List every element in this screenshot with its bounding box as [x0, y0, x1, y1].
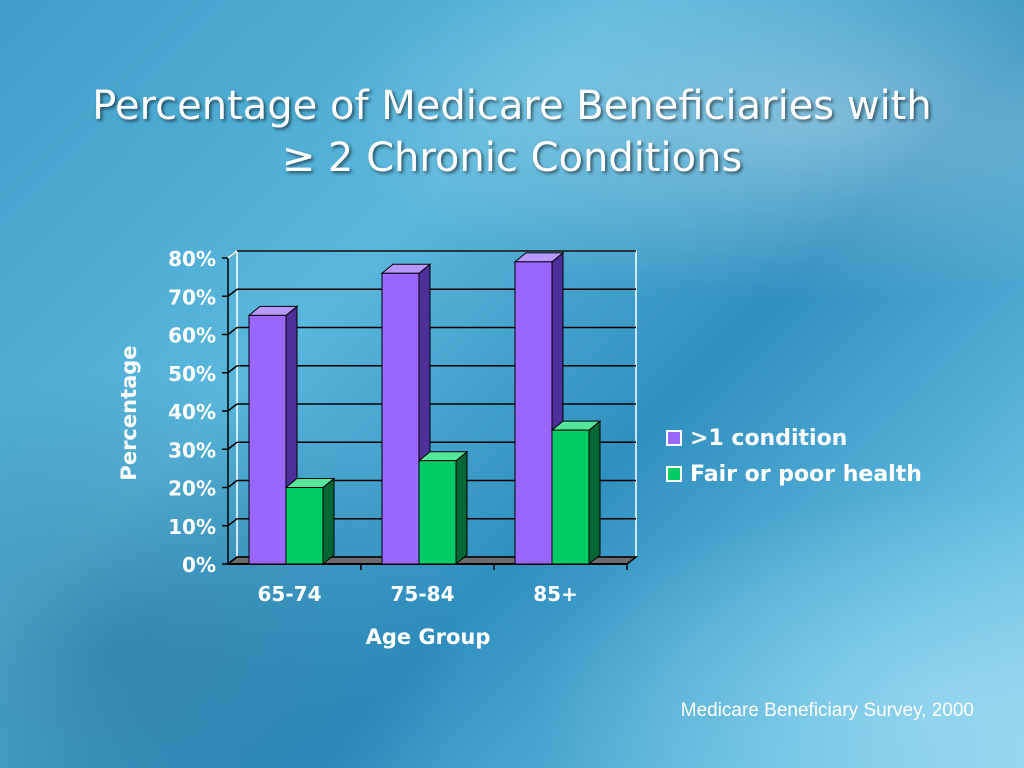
- legend-item-series-2: Fair or poor health: [666, 456, 922, 492]
- y-axis-title: Percentage: [117, 345, 141, 480]
- bar-side-2: [588, 420, 601, 566]
- gridline-side: [227, 479, 238, 489]
- y-tick-label: 50%: [168, 362, 216, 386]
- slide-title: Percentage of Medicare Beneficiaries wit…: [40, 80, 984, 184]
- title-line-2: ≥ 2 Chronic Conditions: [281, 135, 743, 181]
- bar-65-74-series-2: [285, 487, 324, 565]
- gridline-side: [227, 403, 238, 412]
- x-tick-label: 65-74: [258, 582, 322, 606]
- x-tick-label: 75-84: [391, 582, 455, 606]
- legend-label-series-2: Fair or poor health: [690, 461, 922, 487]
- y-tick-label: 40%: [168, 400, 216, 424]
- bar-85+-series-2: [551, 429, 590, 565]
- bar-65-74-series-1: [248, 314, 287, 565]
- y-tick-label: 70%: [168, 285, 216, 309]
- chart-legend: >1 condition Fair or poor health: [666, 420, 922, 492]
- source-citation: Medicare Beneficiary Survey, 2000: [680, 700, 974, 721]
- bar-75-84-series-1: [381, 272, 420, 565]
- gridline-side: [227, 365, 238, 374]
- y-tick-label: 0%: [182, 553, 216, 577]
- bar-75-84-series-2: [418, 460, 457, 565]
- y-tick-label: 30%: [168, 438, 216, 462]
- gridline-side: [227, 288, 238, 297]
- legend-item-series-1: >1 condition: [666, 420, 922, 456]
- y-tick-label: 20%: [168, 477, 216, 501]
- chart-bars: [247, 251, 602, 566]
- gridline-side: [227, 326, 238, 336]
- y-tick-label: 80%: [168, 247, 216, 271]
- gridline-side: [227, 441, 238, 450]
- title-line-1: Percentage of Medicare Beneficiaries wit…: [92, 83, 932, 129]
- legend-label-series-1: >1 condition: [690, 425, 848, 451]
- chart-labels: 0% 10% 20% 30% 40% 50% 60% 70% 80% 65-74 75-84 85+ A…: [117, 247, 578, 649]
- bar-side-2: [455, 450, 468, 566]
- gridline-side: [227, 518, 238, 527]
- y-tick-label: 60%: [168, 324, 216, 348]
- legend-swatch-series-1: [666, 430, 682, 446]
- side-wall-top: [227, 250, 238, 259]
- x-axis-title: Age Group: [366, 625, 491, 649]
- x-tick-label: 85+: [533, 582, 578, 606]
- y-tick-label: 10%: [168, 515, 216, 539]
- legend-swatch-series-2: [666, 466, 682, 482]
- bar-side-2: [322, 477, 335, 566]
- bar-85+-series-1: [514, 261, 553, 565]
